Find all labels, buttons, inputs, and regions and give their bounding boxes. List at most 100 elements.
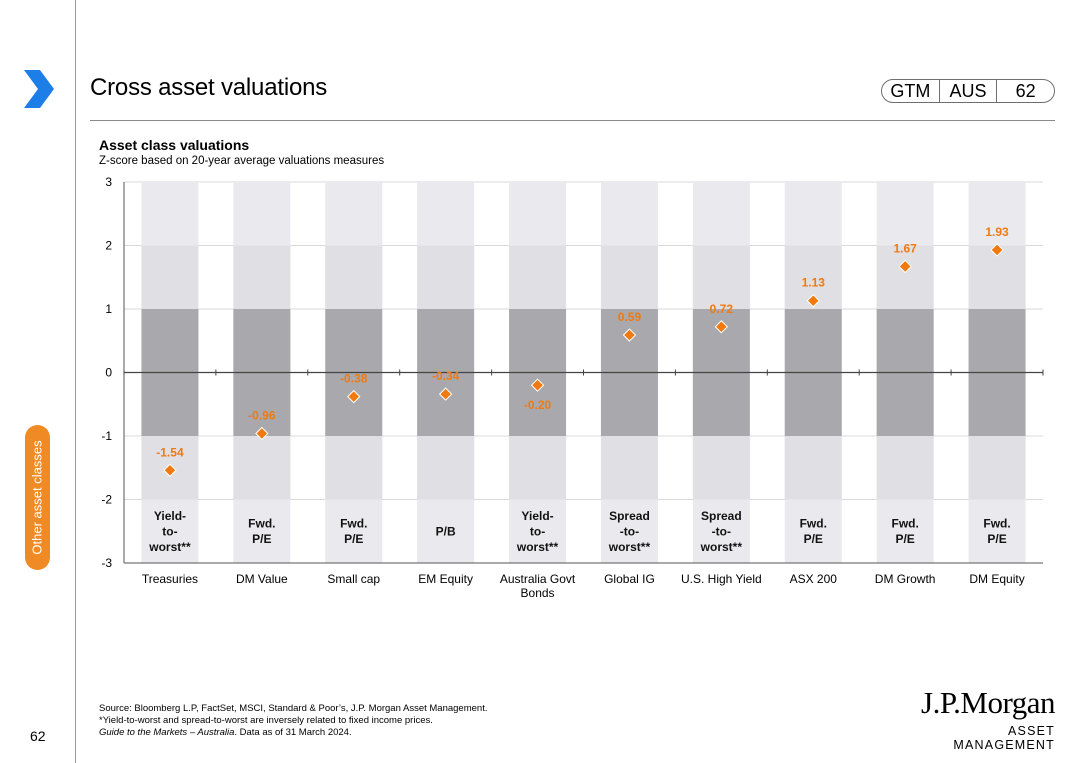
y-tick-label: 1 — [105, 302, 112, 316]
footer-date: . Data as of 31 March 2024. — [234, 727, 352, 738]
measure-label: worst** — [516, 540, 559, 554]
footer-date-line: Guide to the Markets – Australia. Data a… — [99, 727, 487, 739]
page-title: Cross asset valuations — [90, 74, 328, 101]
range-band-upper — [233, 245, 291, 309]
measure-label: P/E — [804, 532, 823, 546]
range-band-upper — [509, 245, 567, 309]
x-tick-label: ASX 200 — [790, 572, 838, 586]
y-tick-label: -3 — [101, 556, 112, 570]
range-band-lower — [509, 436, 567, 500]
x-tick-label: U.S. High Yield — [681, 572, 762, 586]
measure-label: Spread — [609, 509, 650, 523]
data-label: -1.54 — [156, 445, 184, 459]
section-tab-other-asset-classes[interactable]: Other asset classes — [25, 425, 50, 570]
footer-source: Source: Bloomberg L.P, FactSet, MSCI, St… — [99, 703, 488, 714]
footer-guide: Guide to the Markets – Australia — [99, 727, 235, 738]
data-point — [714, 320, 729, 334]
data-point — [255, 426, 269, 441]
x-tick-label: DM Growth — [875, 572, 936, 586]
x-tick-label: Treasuries — [142, 572, 198, 586]
y-tick-label: 2 — [105, 239, 112, 253]
measure-label: to- — [530, 524, 545, 538]
data-point — [438, 387, 453, 401]
range-band-lower — [417, 436, 475, 500]
x-tick-label: Australia Govt — [500, 572, 576, 586]
measure-label: Fwd. — [340, 517, 367, 531]
header-divider — [90, 120, 1055, 121]
range-band-upper — [876, 245, 934, 309]
measure-label: P/E — [252, 532, 271, 546]
left-margin-rule — [75, 0, 76, 763]
badge-page: 62 — [1015, 81, 1036, 101]
data-label: -0.38 — [340, 372, 368, 386]
logo-subtitle: ASSET MANAGEMENT — [953, 724, 1055, 752]
data-point — [990, 243, 1004, 257]
measure-label: -to- — [620, 524, 639, 538]
page-number: 62 — [30, 728, 46, 744]
measure-label: Fwd. — [891, 517, 918, 531]
data-point — [898, 259, 912, 274]
x-tick-label: Small cap — [327, 572, 380, 586]
measure-label: Yield- — [154, 509, 186, 523]
chevron-right-icon — [24, 70, 54, 108]
range-band-upper — [417, 245, 475, 309]
x-tick-label: DM Value — [236, 572, 288, 586]
logo-brand: J.P.Morgan — [921, 685, 1055, 720]
y-tick-label: -1 — [101, 429, 112, 443]
measure-label: P/B — [436, 524, 456, 538]
badge-region: AUS — [949, 81, 987, 101]
measure-label: Spread — [701, 509, 742, 523]
jpmorgan-logo: J.P.Morgan ASSET MANAGEMENT — [905, 685, 1055, 753]
data-label: -0.96 — [248, 408, 276, 422]
data-point — [530, 378, 545, 392]
badge-divider — [996, 79, 998, 103]
range-band-lower — [876, 436, 934, 500]
footer-note: *Yield-to-worst and spread-to-worst are … — [99, 715, 433, 726]
data-label: 1.13 — [802, 276, 826, 290]
range-band-lower — [325, 436, 383, 500]
x-tick-label: Global IG — [604, 572, 655, 586]
measure-label: P/E — [344, 532, 363, 546]
range-band-upper — [141, 245, 199, 309]
chart-title: Asset class valuations — [99, 137, 250, 153]
range-band-lower — [233, 436, 291, 500]
x-tick-label: Bonds — [521, 586, 555, 600]
range-band-lower — [968, 436, 1026, 500]
y-tick-label: -2 — [101, 493, 112, 507]
data-label: 0.59 — [618, 310, 642, 324]
x-tick-label: DM Equity — [969, 572, 1024, 586]
measure-label: Fwd. — [800, 517, 827, 531]
data-label: -0.34 — [432, 369, 460, 383]
measure-label: P/E — [987, 532, 1006, 546]
measure-label: to- — [162, 524, 177, 538]
range-band-upper — [600, 245, 658, 309]
data-point — [347, 389, 361, 404]
measure-label: Fwd. — [248, 517, 275, 531]
chart-subtitle: Z-score based on 20-year average valuati… — [99, 155, 385, 167]
range-band-lower — [600, 436, 658, 500]
measure-label: -to- — [712, 524, 731, 538]
measure-label: Yield- — [521, 509, 553, 523]
y-tick-label: 0 — [105, 366, 112, 380]
range-band-upper — [692, 245, 750, 309]
data-point — [163, 463, 177, 477]
range-band-upper — [325, 245, 383, 309]
measure-label: P/E — [895, 532, 914, 546]
measure-label: worst** — [148, 540, 191, 554]
y-tick-label: 3 — [105, 175, 112, 189]
data-label: 1.67 — [893, 241, 917, 255]
data-label: -0.20 — [524, 398, 552, 412]
measure-label: worst** — [608, 540, 651, 554]
range-band-lower — [692, 436, 750, 500]
data-label: 1.93 — [985, 225, 1009, 239]
x-tick-label: EM Equity — [418, 572, 473, 586]
measure-label: worst** — [700, 540, 743, 554]
badge-divider — [938, 79, 940, 103]
data-label: 0.72 — [710, 302, 734, 316]
footer-notes: Source: Bloomberg L.P, FactSet, MSCI, St… — [99, 703, 487, 739]
badge-gtm: GTM — [890, 81, 931, 101]
range-band-lower — [784, 436, 842, 500]
data-point — [622, 328, 637, 342]
measure-label: Fwd. — [983, 517, 1010, 531]
